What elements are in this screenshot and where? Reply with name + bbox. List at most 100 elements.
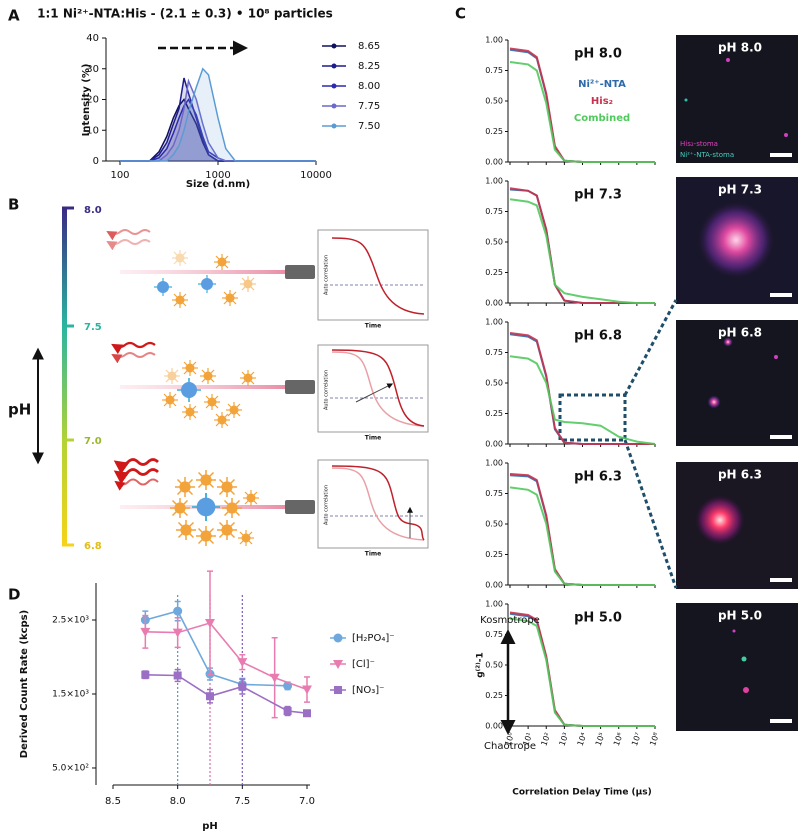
particle xyxy=(181,359,199,377)
y-tick-label: 20 xyxy=(86,95,99,106)
x-tick-label: 10¹ xyxy=(521,731,534,747)
marker xyxy=(206,692,214,701)
micrograph xyxy=(676,35,798,163)
legend-label: [NO₃]⁻ xyxy=(352,685,384,696)
y-tick-label: 1.00 xyxy=(485,600,503,609)
inset-frame xyxy=(317,229,429,321)
inset-x-label: Time xyxy=(365,323,381,330)
particle xyxy=(169,497,191,519)
panel-ph-label: pH 7.3 xyxy=(574,188,622,203)
particle xyxy=(225,401,243,419)
scale-label: 7.0 xyxy=(84,436,102,447)
x-tick-label: 8.0 xyxy=(170,796,186,807)
spot xyxy=(774,355,778,359)
y-axis-label: Derived Count Rate (kcps) xyxy=(19,610,30,758)
legend-label: Combined xyxy=(574,113,630,124)
laser-beam xyxy=(120,385,290,389)
particle xyxy=(239,275,257,293)
bead xyxy=(191,492,221,522)
series-line xyxy=(509,612,655,727)
x-axis-label: Size (d.nm) xyxy=(186,179,250,190)
legend-marker xyxy=(333,660,343,669)
inset-x-label: Time xyxy=(365,551,381,558)
series-line xyxy=(145,622,308,691)
panel-label: C xyxy=(455,5,466,23)
x-tick-label: 10² xyxy=(539,731,552,747)
y-tick-label: 0.75 xyxy=(485,66,503,75)
marker xyxy=(172,628,183,638)
series-line xyxy=(509,611,655,727)
particle xyxy=(216,519,238,541)
y-tick-label: 5.0×10² xyxy=(52,763,89,773)
curve xyxy=(331,467,425,541)
bead xyxy=(197,274,217,294)
y-tick-label: 1.00 xyxy=(485,36,503,45)
detector xyxy=(285,380,315,394)
particle xyxy=(161,391,179,409)
blob xyxy=(696,200,776,280)
y-tick-label: 0.50 xyxy=(485,520,503,529)
scheme-row xyxy=(113,458,315,547)
ph-scale: 8.0 7.5 7.0 6.8 pH xyxy=(8,205,102,552)
legend-label: Ni²⁺-NTA xyxy=(578,79,626,90)
legend-label: 7.75 xyxy=(358,101,380,112)
series-line xyxy=(509,198,655,304)
x-tick-label: 10000 xyxy=(300,170,332,181)
curve xyxy=(331,351,425,427)
marker xyxy=(141,670,150,679)
scheme-row xyxy=(106,229,315,309)
y-tick-label: 10 xyxy=(86,125,99,136)
micrograph-legend: His₂-stoma xyxy=(680,140,718,148)
y-tick-label: 0.00 xyxy=(485,158,503,167)
micrograph-label: pH 7.3 xyxy=(718,183,762,197)
ph-axis-label: pH xyxy=(8,401,31,419)
micrographs: His₂-stoma Ni²⁺-NTA-stoma pH 8.0 pH 7.3 … xyxy=(676,35,798,731)
y-tick-label: 0.75 xyxy=(485,207,503,216)
spot xyxy=(741,656,747,662)
shift-arrow xyxy=(355,383,394,403)
legend-marker xyxy=(333,633,343,643)
y-tick-label: 1.00 xyxy=(485,177,503,186)
y-tick-label: 0.00 xyxy=(485,299,503,308)
x-tick-label: 10⁰ xyxy=(503,731,516,747)
particle xyxy=(239,369,257,387)
scatter-wave xyxy=(113,468,159,485)
legend-label: 8.00 xyxy=(358,81,380,92)
marker xyxy=(303,709,311,718)
marker xyxy=(283,707,292,716)
scale-label: 8.0 xyxy=(84,205,102,216)
zoom-line xyxy=(623,299,678,396)
legend-label: His₂ xyxy=(591,96,613,107)
y-tick-label: 1.00 xyxy=(485,459,503,468)
y-tick-label: 0.00 xyxy=(485,581,503,590)
marker xyxy=(140,627,151,637)
y-tick-label: 40 xyxy=(86,33,99,44)
scale-bar xyxy=(770,293,792,297)
panel-ph-label: pH 6.3 xyxy=(574,470,622,485)
inset: Auto correlation Time xyxy=(317,229,429,330)
spot xyxy=(732,629,736,633)
marker xyxy=(237,658,248,668)
y-tick-label: 0.50 xyxy=(485,238,503,247)
marker xyxy=(302,685,312,695)
particle xyxy=(216,476,238,498)
micrograph xyxy=(676,320,798,446)
legend-swatch xyxy=(331,103,337,109)
scatter-wave xyxy=(113,458,159,475)
micrograph-label: pH 8.0 xyxy=(718,41,762,55)
y-tick-label: 0.25 xyxy=(485,691,503,700)
blob xyxy=(707,395,721,409)
inset: Auto correlation Time xyxy=(317,344,429,442)
marker xyxy=(269,673,280,683)
y-tick-label: 0 xyxy=(93,156,99,167)
scale-label: 7.5 xyxy=(84,322,102,333)
laser-beam xyxy=(120,270,290,274)
y-tick-label: 0.75 xyxy=(485,630,503,639)
series-line xyxy=(120,67,316,162)
annotation: Kosmotrope xyxy=(480,615,540,626)
particle xyxy=(163,367,181,385)
inset-x-label: Time xyxy=(365,435,381,442)
chart-title: 1:1 Ni²⁺-NTA:His - (2.1 ± 0.3) • 10⁸ par… xyxy=(37,7,333,21)
series-line xyxy=(509,332,655,445)
scale-bar xyxy=(770,578,792,582)
